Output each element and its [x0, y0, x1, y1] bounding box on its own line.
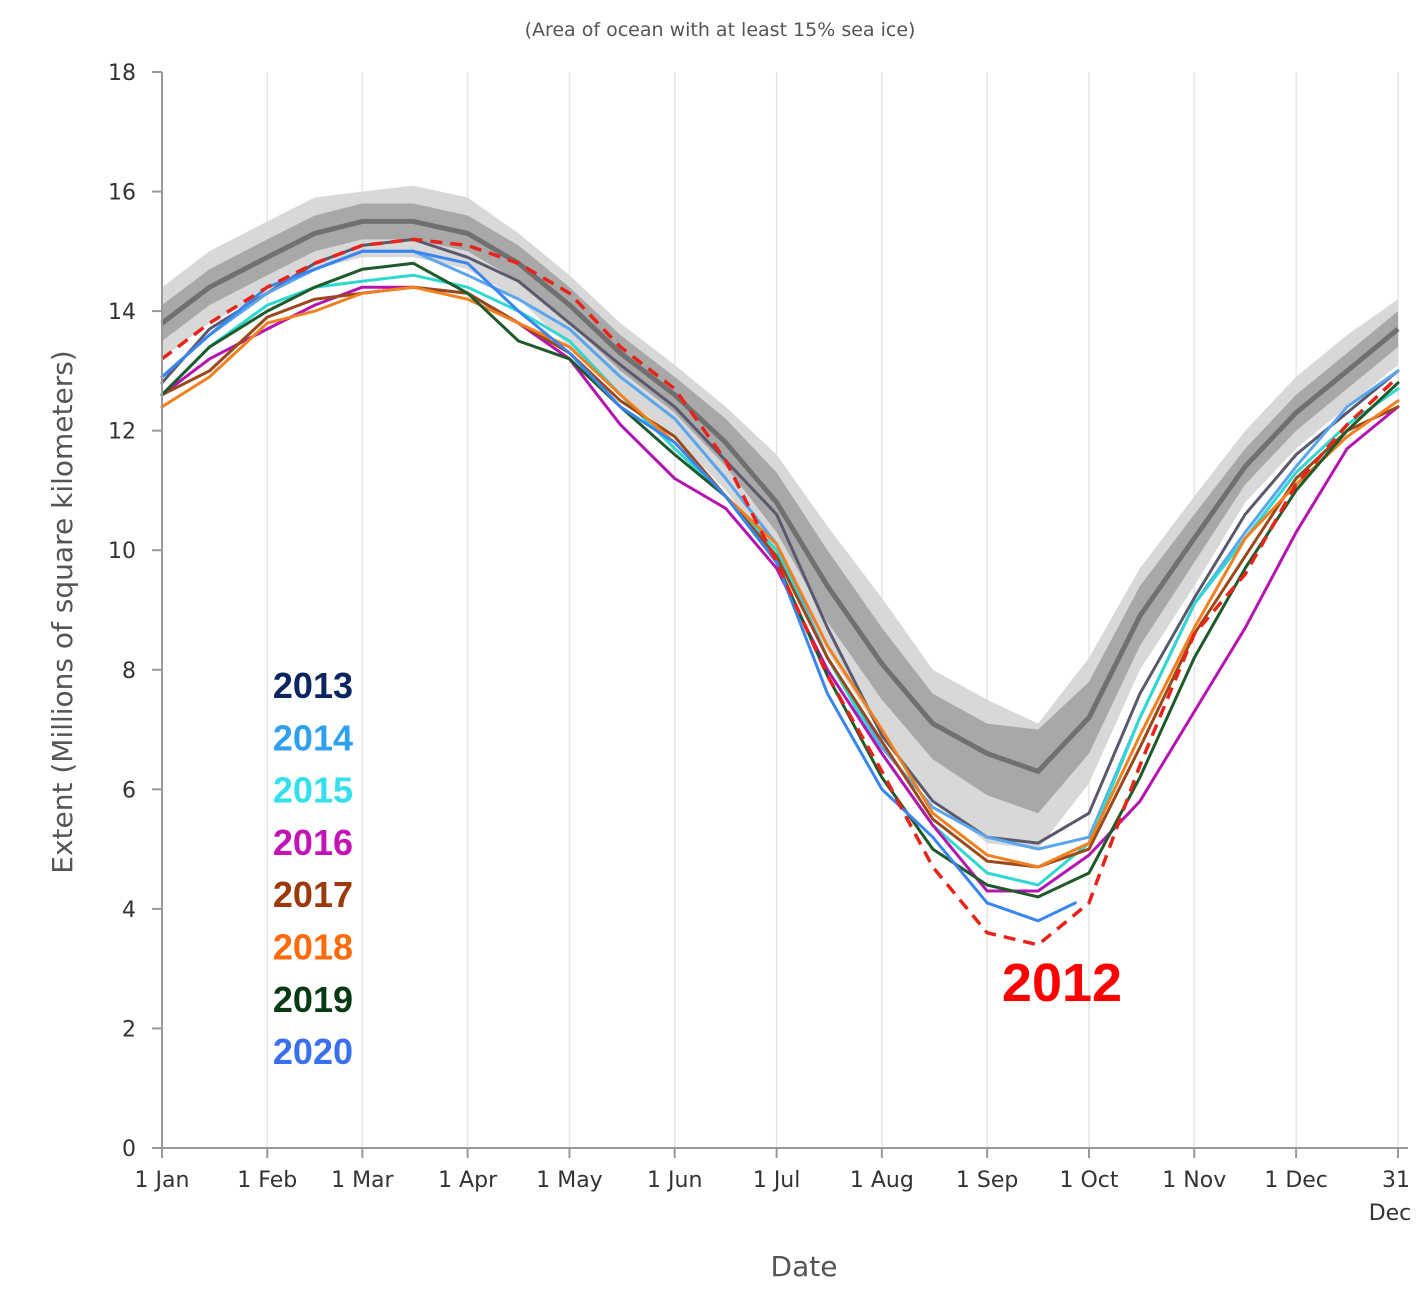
series-line-2012 — [160, 237, 1400, 947]
x-tick-label: 1 Mar — [331, 1168, 394, 1193]
axes — [152, 71, 1408, 1158]
x-tick-label: 1 Nov — [1162, 1168, 1226, 1193]
median-line — [160, 218, 1400, 774]
series-line-2018 — [160, 285, 1400, 869]
y-tick-label: 6 — [122, 778, 136, 803]
chart-subtitle: (Area of ocean with at least 15% sea ice… — [525, 19, 916, 41]
y-tick-label: 16 — [108, 181, 136, 206]
x-tick-label: 1 Dec — [1264, 1168, 1328, 1193]
legend-item-2016: 2016 — [273, 822, 353, 863]
x-tick-label: 1 Feb — [237, 1168, 297, 1193]
y-tick-label: 18 — [108, 61, 136, 86]
legend-item-2019: 2019 — [273, 979, 353, 1020]
x-tick-sublabel: Dec — [1369, 1201, 1412, 1226]
series-lines — [160, 237, 1400, 947]
x-tick-label: 1 Aug — [850, 1168, 914, 1193]
x-tick-label: 1 Jun — [647, 1168, 702, 1193]
series-line-2016 — [160, 285, 1400, 893]
y-tick-labels: 0 2 4 6 8 10 12 14 16 18 — [108, 61, 136, 1162]
x-tick-label: 1 Apr — [438, 1168, 498, 1193]
y-tick-label: 12 — [108, 420, 136, 445]
x-tick-label: 1 May — [536, 1168, 602, 1193]
y-tick-label: 8 — [122, 659, 136, 684]
y-tick-label: 2 — [122, 1017, 136, 1042]
y-tick-label: 14 — [108, 300, 136, 325]
x-tick-label: 1 Oct — [1059, 1168, 1118, 1193]
x-tick-label: 1 Sep — [956, 1168, 1018, 1193]
legend-item-2013: 2013 — [273, 665, 353, 706]
label-2012: 2012 — [1002, 953, 1122, 1013]
legend-item-2017: 2017 — [273, 874, 353, 915]
legend-item-2020: 2020 — [273, 1031, 353, 1072]
x-axis-title: Date — [771, 1250, 838, 1283]
x-tick-labels: 1 Jan 1 Feb 1 Mar 1 Apr 1 May 1 Jun 1 Jul 1 Aug… — [135, 1168, 1412, 1226]
series-line-2020 — [160, 249, 1077, 923]
legend-item-2014: 2014 — [273, 717, 353, 758]
climatology-bands — [160, 185, 1400, 850]
legend-item-2018: 2018 — [273, 927, 353, 968]
y-axis-title: Extent (Millions of square kilometers) — [46, 350, 79, 873]
y-tick-label: 10 — [108, 539, 136, 564]
y-tick-label: 0 — [122, 1137, 136, 1162]
x-tick-label: 1 Jul — [753, 1168, 801, 1193]
x-tick-label: 1 Jan — [135, 1168, 190, 1193]
y-tick-label: 4 — [122, 898, 136, 923]
x-tick-label: 31 — [1382, 1168, 1410, 1193]
legend-item-2015: 2015 — [273, 770, 353, 811]
legend: 2013 2014 2015 2016 2017 2018 2019 2020 — [273, 665, 353, 1072]
series-line-2015 — [160, 273, 1400, 887]
